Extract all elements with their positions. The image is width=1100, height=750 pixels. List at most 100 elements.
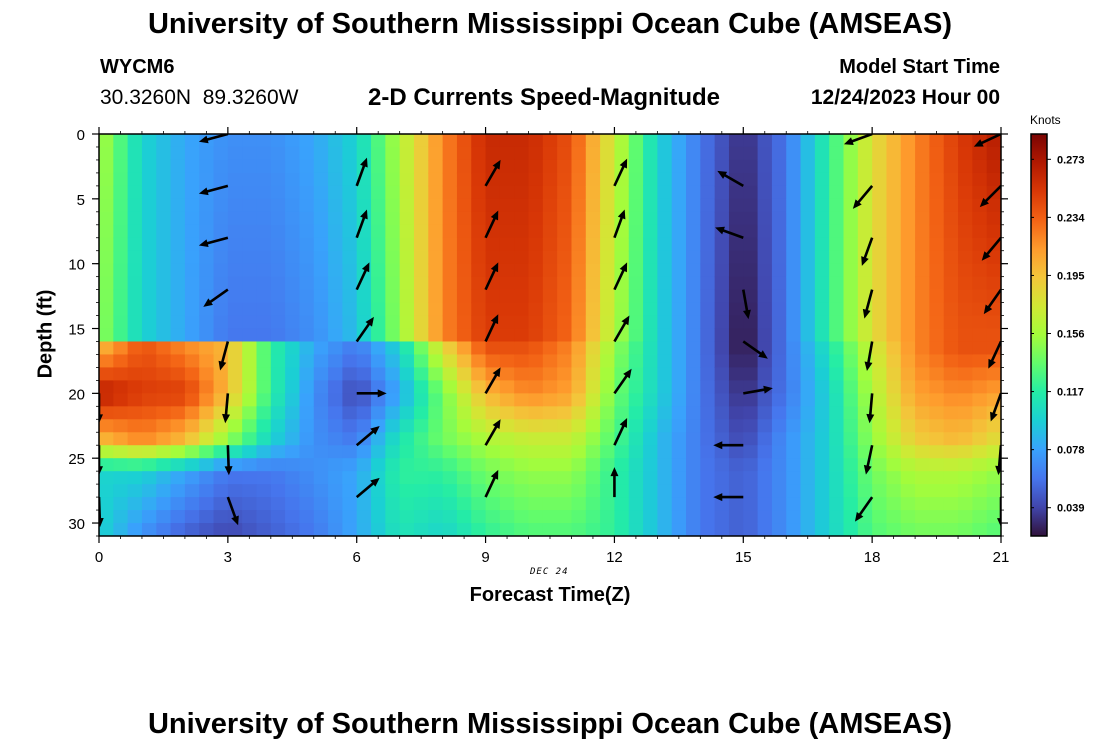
heatmap-cell xyxy=(571,367,587,381)
heatmap-cell xyxy=(256,250,272,265)
heatmap-cell xyxy=(385,380,401,394)
heatmap-cell xyxy=(270,393,286,407)
heatmap-cell xyxy=(542,146,558,161)
heatmap-cell xyxy=(643,159,658,174)
current-arrow xyxy=(99,393,103,424)
heatmap-cell xyxy=(270,523,286,536)
heatmap-cell xyxy=(299,302,315,317)
heatmap-cell xyxy=(399,523,415,536)
heatmap-cell xyxy=(413,484,429,498)
heatmap-cell xyxy=(757,302,773,317)
heatmap-cell xyxy=(99,289,114,304)
heatmap-cell xyxy=(915,250,931,265)
heatmap-cell xyxy=(657,224,673,239)
heatmap-cell xyxy=(485,146,501,161)
current-arrow xyxy=(355,157,368,187)
heatmap-cell xyxy=(385,497,401,511)
heatmap-cell xyxy=(643,432,658,446)
heatmap-cell xyxy=(528,406,544,420)
heatmap-cell xyxy=(829,380,845,394)
heatmap-cell xyxy=(413,315,429,330)
heatmap-cell xyxy=(313,237,329,252)
heatmap-cell xyxy=(385,406,401,420)
heatmap-cell xyxy=(872,302,888,317)
heatmap-cell xyxy=(786,419,802,433)
heatmap-cell xyxy=(886,289,902,304)
heatmap-cell xyxy=(743,354,759,369)
current-arrow xyxy=(743,385,773,395)
heatmap-cell xyxy=(514,237,530,252)
heatmap-cell xyxy=(270,146,286,161)
heatmap-cell xyxy=(700,263,716,278)
y-tick-label: 0 xyxy=(77,127,85,144)
heatmap-cell xyxy=(628,510,644,524)
heatmap-cell xyxy=(757,172,773,187)
heatmap-cell xyxy=(285,380,301,394)
heatmap-cell xyxy=(342,328,358,343)
heatmap-cell xyxy=(657,445,673,459)
heatmap-cell xyxy=(213,510,229,524)
heatmap-cell xyxy=(857,484,873,498)
x-tick-label: 15 xyxy=(735,549,752,566)
heatmap-cell xyxy=(156,497,172,511)
heatmap-cell xyxy=(686,172,701,187)
heatmap-cell xyxy=(886,224,902,239)
heatmap-cell xyxy=(657,471,673,485)
heatmap-cell xyxy=(671,471,687,485)
heatmap-cell xyxy=(600,393,616,407)
heatmap-cell xyxy=(557,172,573,187)
heatmap-cell xyxy=(256,432,272,446)
heatmap-cell xyxy=(156,432,172,446)
heatmap-cell xyxy=(413,146,429,161)
heatmap-cell xyxy=(184,211,200,226)
heatmap-cell xyxy=(199,328,215,343)
current-arrow xyxy=(484,419,501,446)
heatmap-cell xyxy=(141,146,157,161)
heatmap-cell xyxy=(986,471,1001,485)
heatmap-cell xyxy=(313,497,329,511)
heatmap-cell xyxy=(929,198,945,213)
heatmap-cell xyxy=(127,510,143,524)
heatmap-cell xyxy=(829,523,845,536)
heatmap-cell xyxy=(886,237,902,252)
heatmap-cell xyxy=(643,146,658,161)
heatmap-cell xyxy=(399,276,415,291)
heatmap-cell xyxy=(857,393,873,407)
x-tick-label: 18 xyxy=(864,549,881,566)
heatmap-cell xyxy=(385,432,401,446)
heatmap-cell xyxy=(413,497,429,511)
heatmap-cell xyxy=(628,393,644,407)
heatmap-cell xyxy=(456,354,472,369)
heatmap-cell xyxy=(743,289,759,304)
heatmap-cell xyxy=(643,523,658,536)
heatmap-cell xyxy=(156,393,172,407)
heatmap-cell xyxy=(986,367,1001,381)
heatmap-cell xyxy=(456,185,472,200)
heatmap-cell xyxy=(943,341,959,356)
heatmap-cell xyxy=(786,134,802,148)
heatmap-cell xyxy=(585,315,601,330)
heatmap-cell xyxy=(571,484,587,498)
heatmap-cell xyxy=(342,185,358,200)
heatmap-cell xyxy=(614,393,630,407)
heatmap-cell xyxy=(184,484,200,498)
heatmap-cell xyxy=(671,432,687,446)
heatmap-cell xyxy=(456,523,472,536)
heatmap-cell xyxy=(600,523,616,536)
heatmap-cell xyxy=(872,172,888,187)
heatmap-cell xyxy=(657,263,673,278)
heatmap-cell xyxy=(156,523,172,536)
heatmap-cell xyxy=(256,315,272,330)
heatmap-cell xyxy=(299,497,315,511)
heatmap-cell xyxy=(786,198,802,213)
heatmap-cell xyxy=(958,172,973,187)
heatmap-cell xyxy=(700,458,716,472)
heatmap-cell xyxy=(829,328,845,343)
heatmap-cell xyxy=(728,159,744,174)
heatmap-cell xyxy=(227,393,243,407)
heatmap-cell xyxy=(700,198,716,213)
heatmap-cell xyxy=(585,510,601,524)
heatmap-cell xyxy=(671,134,687,148)
heatmap-cell xyxy=(542,458,558,472)
heatmap-cell xyxy=(213,484,229,498)
